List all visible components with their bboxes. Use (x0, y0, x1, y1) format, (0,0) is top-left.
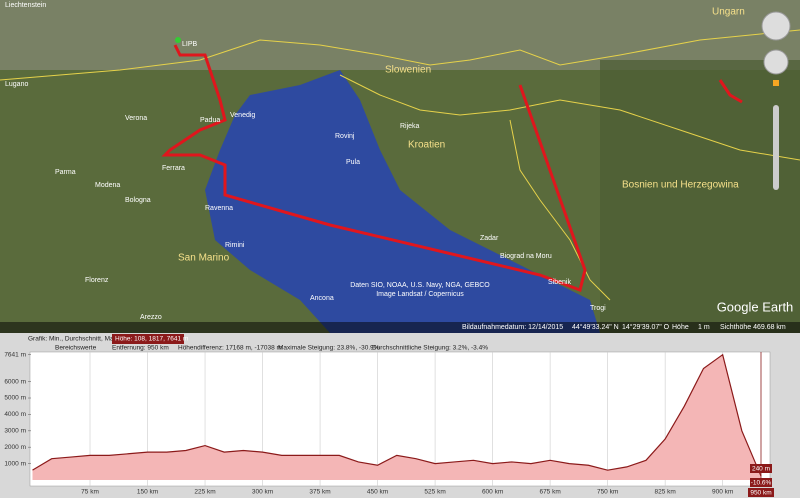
map-label: Modena (95, 182, 120, 189)
x-tick-label: 375 km (309, 489, 330, 496)
x-tick-label: 225 km (194, 489, 215, 496)
alps (0, 0, 800, 70)
map-label: Rijeka (400, 123, 420, 130)
y-tick-label: 7641 m (4, 351, 26, 358)
profile-panel: Grafik: Min., Durchschnitt, Max. Höhe: 1… (0, 333, 800, 498)
y-tick-label: 4000 m (4, 411, 26, 418)
map-label: Verona (125, 115, 147, 122)
y-tick-label: 3000 m (4, 428, 26, 435)
y-tick-label: 5000 m (4, 395, 26, 402)
map-label: Bologna (125, 197, 151, 204)
header-max-slope: Maximale Steigung: 23.8%, -30.9% (278, 345, 380, 352)
header-avg-slope: Durchschnittliche Steigung: 3.2%, -3.4% (372, 345, 488, 352)
map-label: Pula (346, 159, 360, 166)
attribution: Daten SIO, NOAA, U.S. Navy, NGA, GEBCO (350, 282, 490, 289)
map-label: Rovinj (335, 133, 355, 140)
x-tick-label: 825 km (654, 489, 675, 496)
map-label: Slowenien (385, 65, 431, 76)
map-label: Liechtenstein (5, 2, 46, 9)
start-pin (175, 37, 181, 43)
border (0, 29, 800, 81)
cursor-box (750, 464, 772, 473)
move-control[interactable] (763, 49, 789, 75)
header-range: Bereichswerte (55, 345, 97, 352)
route (161, 44, 587, 292)
header-distance: Entfernung: 950 km (112, 345, 169, 352)
x-tick-label: 450 km (367, 489, 388, 496)
x-tick-label: 600 km (482, 489, 503, 496)
y-tick-label: 6000 m (4, 378, 26, 385)
status-height-label: Höhe (672, 324, 689, 331)
cursor-box (748, 488, 774, 497)
map-label: Parma (55, 169, 76, 176)
street-view[interactable] (773, 80, 779, 86)
y-tick-label: 1000 m (4, 460, 26, 467)
map-label: Ferrara (162, 165, 185, 172)
x-tick-label: 300 km (252, 489, 273, 496)
land-east (600, 60, 800, 333)
attribution: Image Landsat / Copernicus (376, 291, 464, 298)
elevation-line (32, 353, 762, 477)
map-label: Bosnien und Herzegowina (622, 180, 739, 191)
x-tick-label: 150 km (137, 489, 158, 496)
cursor-height: 240 m (752, 466, 770, 473)
map-label: Sibenik (548, 279, 571, 286)
map-label: Biograd na Moru (500, 253, 552, 260)
header-height: Höhe: 108, 1817, 7641 m (115, 336, 188, 343)
map-label: Kroatien (408, 140, 445, 151)
border (339, 74, 800, 161)
y-tick-label: 2000 m (4, 444, 26, 451)
border (509, 119, 611, 301)
map-label: Ungarn (712, 7, 745, 18)
route (718, 79, 743, 104)
map-label: Rimini (225, 242, 245, 249)
status-height: 1 m (698, 324, 710, 331)
x-tick-label: 75 km (81, 489, 99, 496)
elevation-area (32, 354, 761, 480)
map-label: Ancona (310, 295, 334, 302)
map-label: Lugano (5, 81, 28, 88)
map-label: Arezzo (140, 314, 162, 321)
status-eye: Sichthöhe 469.68 km (720, 324, 786, 331)
cursor-box (750, 478, 772, 487)
map-label: LIPB (182, 41, 198, 48)
map-label: San Marino (178, 253, 230, 264)
header-height-box (112, 334, 184, 344)
status-date: Bildaufnahmedatum: 12/14/2015 (462, 324, 563, 331)
cursor-distance: 950 km (750, 490, 771, 497)
x-tick-label: 900 km (712, 489, 733, 496)
map-label: Trogi (590, 305, 606, 312)
zoom-slider[interactable] (773, 105, 779, 190)
header-graph: Grafik: Min., Durchschnitt, Max. (28, 336, 119, 343)
map-label: Venedig (230, 112, 255, 119)
status-lon: 14°29'39.07" O (622, 323, 670, 331)
status-lat: 44°49'33.24" N (572, 323, 619, 331)
header-diff: Höhendifferenz: 17168 m, -17038 m (178, 345, 282, 352)
x-tick-label: 525 km (424, 489, 445, 496)
cursor-slope: -10.6% (751, 480, 772, 487)
x-tick-label: 750 km (597, 489, 618, 496)
map-label: Padua (200, 117, 220, 124)
map-label: Ravenna (205, 205, 233, 212)
look-control[interactable] (761, 11, 791, 41)
status-bar (0, 322, 800, 333)
map-label: Zadar (480, 235, 499, 242)
brand: Google Earth (717, 299, 794, 314)
x-tick-label: 675 km (539, 489, 560, 496)
map-label: Florenz (85, 277, 109, 284)
